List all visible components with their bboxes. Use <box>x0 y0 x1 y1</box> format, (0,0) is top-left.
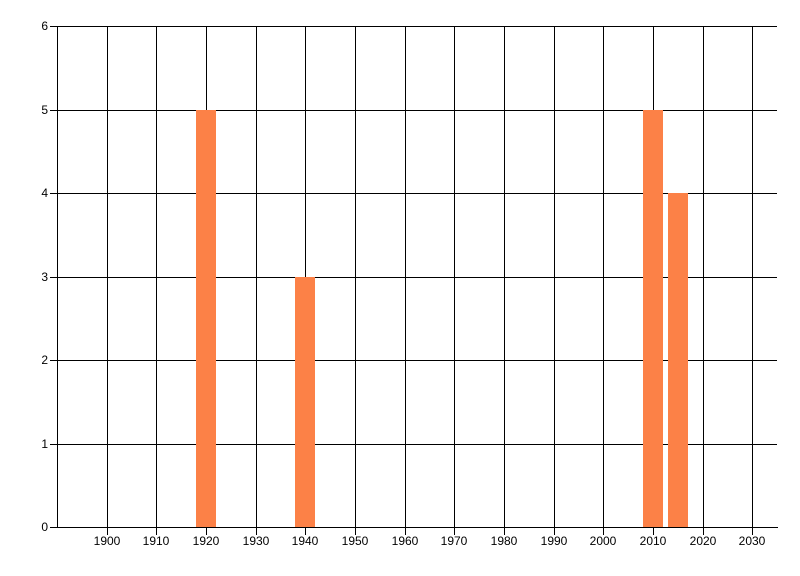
x-axis-tick <box>752 528 753 535</box>
y-gridline <box>57 360 777 361</box>
x-axis-tick-label: 1930 <box>242 534 270 548</box>
x-axis-tick <box>405 528 406 535</box>
x-axis-tick-label: 2030 <box>738 534 766 548</box>
bar-2015 <box>668 193 688 527</box>
y-axis-tick <box>50 444 57 445</box>
y-axis-tick <box>50 26 57 27</box>
x-gridline <box>156 26 157 528</box>
x-axis-tick <box>703 528 704 535</box>
y-axis-tick <box>50 527 57 528</box>
y-axis-tick <box>50 110 57 111</box>
x-axis-tick <box>305 528 306 535</box>
x-gridline <box>554 26 555 528</box>
x-axis-tick <box>603 528 604 535</box>
x-axis-tick <box>256 528 257 535</box>
y-axis-tick <box>50 193 57 194</box>
y-gridline <box>57 193 777 194</box>
x-axis-tick <box>107 528 108 535</box>
y-axis-line <box>57 26 58 528</box>
bar-1940 <box>295 277 315 527</box>
x-axis-tick-label: 2020 <box>689 534 717 548</box>
y-axis-tick <box>50 360 57 361</box>
y-axis-tick-label: 0 <box>41 520 48 534</box>
x-gridline <box>256 26 257 528</box>
y-gridline <box>57 277 777 278</box>
y-axis-tick <box>50 277 57 278</box>
bar-2010 <box>643 110 663 527</box>
x-axis-tick <box>454 528 455 535</box>
x-axis-tick-label: 1970 <box>440 534 468 548</box>
x-axis-tick-label: 1950 <box>341 534 369 548</box>
x-axis-tick-label: 1900 <box>93 534 121 548</box>
x-axis-line <box>57 527 778 528</box>
y-gridline <box>57 110 777 111</box>
y-axis-tick-label: 4 <box>41 186 48 200</box>
x-axis-tick-label: 1960 <box>391 534 419 548</box>
x-axis-tick-label: 2010 <box>639 534 667 548</box>
x-gridline <box>603 26 604 528</box>
y-axis-tick-label: 5 <box>41 103 48 117</box>
y-gridline <box>57 444 777 445</box>
x-axis-tick-label: 2000 <box>589 534 617 548</box>
x-axis-tick <box>554 528 555 535</box>
x-axis-tick <box>355 528 356 535</box>
x-gridline <box>107 26 108 528</box>
x-axis-tick-label: 1990 <box>540 534 568 548</box>
x-axis-tick <box>156 528 157 535</box>
y-gridline <box>57 26 777 27</box>
x-axis-tick <box>504 528 505 535</box>
x-gridline <box>355 26 356 528</box>
x-axis-tick <box>653 528 654 535</box>
x-gridline <box>752 26 753 528</box>
x-axis-tick <box>206 528 207 535</box>
y-axis-tick-label: 3 <box>41 270 48 284</box>
x-axis-tick-label: 1910 <box>142 534 170 548</box>
y-axis-tick-label: 2 <box>41 353 48 367</box>
y-axis-tick-label: 6 <box>41 19 48 33</box>
x-gridline <box>405 26 406 528</box>
x-axis-tick-label: 1980 <box>490 534 518 548</box>
x-axis-tick-label: 1920 <box>192 534 220 548</box>
x-gridline <box>454 26 455 528</box>
x-gridline <box>504 26 505 528</box>
y-axis-tick-label: 1 <box>41 437 48 451</box>
x-gridline <box>703 26 704 528</box>
bar-1920 <box>196 110 216 527</box>
x-axis-tick-label: 1940 <box>291 534 319 548</box>
